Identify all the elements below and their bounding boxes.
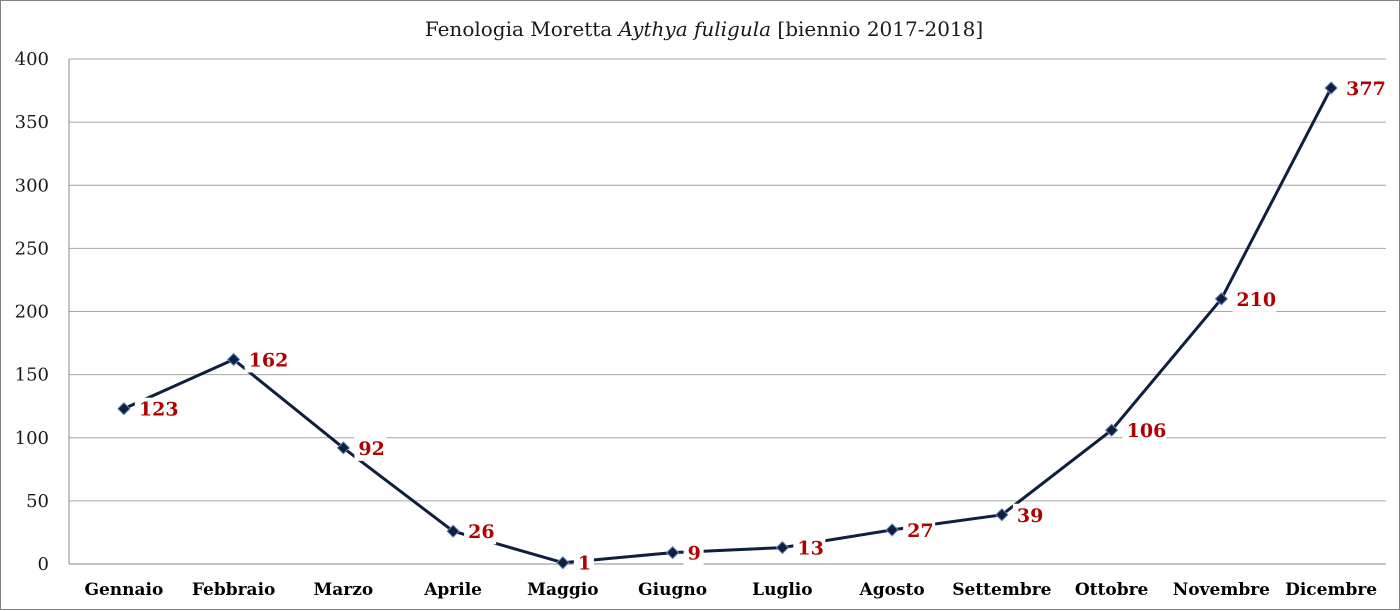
y-tick-label: 300 bbox=[15, 175, 49, 196]
x-tick-labels: Gennaio Febbraio Marzo Aprile Maggio Giugno Lu… bbox=[84, 580, 1377, 600]
data-label-background bbox=[244, 348, 289, 373]
y-tick-labels: 0 50 100 150 200 250 300 350 400 bbox=[15, 49, 49, 575]
data-point bbox=[1324, 81, 1338, 95]
x-tick-label: Ottobre bbox=[1075, 580, 1149, 600]
data-label: 377 bbox=[1346, 78, 1386, 100]
data-labels: 123 162 92 26 1 9 13 27 39 106 210 377 bbox=[134, 77, 1387, 576]
data-label: 27 bbox=[907, 520, 933, 542]
data-label-background bbox=[573, 551, 594, 576]
data-label-background bbox=[1342, 77, 1387, 102]
data-label-background bbox=[464, 520, 497, 545]
data-point bbox=[226, 352, 241, 367]
data-point bbox=[336, 441, 351, 455]
data-point bbox=[1214, 292, 1229, 306]
data-label-background bbox=[1012, 503, 1045, 528]
data-label: 106 bbox=[1127, 420, 1167, 442]
x-tick-label: Agosto bbox=[859, 580, 925, 600]
y-tick-label: 250 bbox=[15, 238, 49, 259]
data-label-background bbox=[683, 541, 704, 566]
data-label: 39 bbox=[1017, 505, 1043, 527]
series-line-layer bbox=[123, 87, 1333, 565]
data-label-background bbox=[134, 397, 179, 422]
data-label: 13 bbox=[797, 538, 823, 560]
chart-title-main: Fenologia Moretta bbox=[425, 17, 619, 41]
chart-title-period: [biennio 2017-2018] bbox=[771, 17, 983, 41]
x-tick-label: Febbraio bbox=[192, 580, 276, 600]
data-label: 210 bbox=[1236, 289, 1276, 311]
x-tick-label: Giugno bbox=[638, 580, 707, 600]
axes bbox=[68, 59, 1386, 565]
data-label: 26 bbox=[468, 521, 494, 543]
data-label: 92 bbox=[358, 438, 384, 460]
data-point bbox=[117, 402, 131, 416]
data-label-background bbox=[1232, 287, 1277, 312]
data-label: 123 bbox=[139, 399, 179, 421]
series-line bbox=[123, 87, 1333, 565]
data-label: 1 bbox=[578, 553, 591, 575]
x-tick-label: Gennaio bbox=[84, 580, 163, 600]
data-point bbox=[665, 545, 680, 560]
data-label-background bbox=[1122, 419, 1167, 444]
y-tick-label: 350 bbox=[15, 112, 49, 133]
data-point bbox=[995, 508, 1009, 522]
x-tick-label: Settembre bbox=[952, 580, 1051, 600]
data-point bbox=[556, 556, 570, 570]
data-label-background bbox=[354, 436, 387, 461]
data-point bbox=[885, 523, 899, 537]
y-tick-label: 0 bbox=[38, 554, 49, 575]
x-tick-label: Dicembre bbox=[1285, 580, 1377, 600]
data-point bbox=[1104, 423, 1119, 437]
data-point bbox=[775, 540, 790, 555]
data-label: 162 bbox=[249, 349, 289, 371]
x-tick-label: Aprile bbox=[423, 580, 482, 600]
chart-title: Fenologia Moretta Aythya fuligula [bienn… bbox=[425, 17, 983, 41]
y-tick-label: 100 bbox=[15, 428, 49, 449]
y-tick-label: 150 bbox=[15, 365, 49, 386]
data-points bbox=[117, 81, 1338, 570]
gridlines bbox=[69, 58, 1386, 502]
data-label: 9 bbox=[688, 543, 701, 565]
chart-title-species: Aythya fuligula bbox=[617, 17, 772, 41]
data-point bbox=[446, 524, 460, 538]
x-tick-label: Luglio bbox=[752, 580, 812, 600]
x-tick-label: Novembre bbox=[1173, 580, 1270, 600]
y-tick-label: 50 bbox=[26, 491, 49, 512]
data-label-background bbox=[793, 536, 826, 561]
y-tick-label: 200 bbox=[15, 302, 49, 323]
x-tick-label: Maggio bbox=[527, 580, 598, 600]
y-tick-label: 400 bbox=[15, 49, 49, 70]
data-label-background bbox=[903, 518, 936, 543]
x-tick-label: Marzo bbox=[313, 580, 373, 600]
